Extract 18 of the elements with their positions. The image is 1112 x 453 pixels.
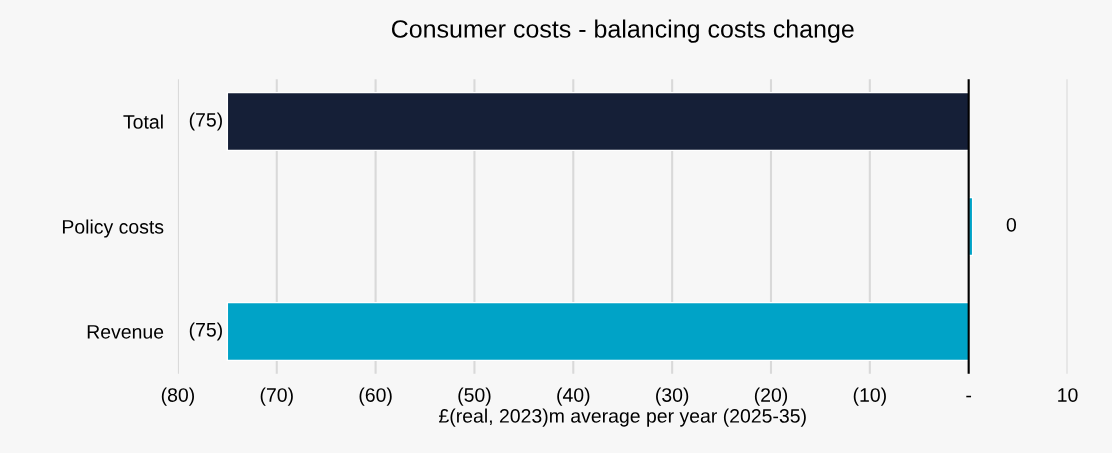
data-label: (75) xyxy=(189,112,222,131)
x-tick-label: 10 xyxy=(1058,388,1078,402)
x-tick-label: (70) xyxy=(260,387,293,406)
x-tick-label: (40) xyxy=(557,387,590,406)
x-tick-label: - xyxy=(966,395,972,398)
x-tick-label: (50) xyxy=(458,387,491,406)
data-label: 0 xyxy=(1006,217,1017,232)
x-axis-title: £(real, 2023)m average per year (2025-35) xyxy=(439,408,806,427)
x-tick-label: (10) xyxy=(853,387,886,406)
data-label: (75) xyxy=(189,322,222,341)
x-tick-label: (20) xyxy=(754,387,788,406)
x-tick-label: (80) xyxy=(161,387,194,406)
y-tick-label: Total xyxy=(123,114,163,129)
y-tick-label: Policy costs xyxy=(62,219,164,238)
x-tick-label: (60) xyxy=(359,387,392,406)
chart-title: Consumer costs - balancing costs change xyxy=(391,19,854,43)
x-tick-label: (30) xyxy=(656,387,689,406)
y-tick-label: Revenue xyxy=(87,325,164,339)
